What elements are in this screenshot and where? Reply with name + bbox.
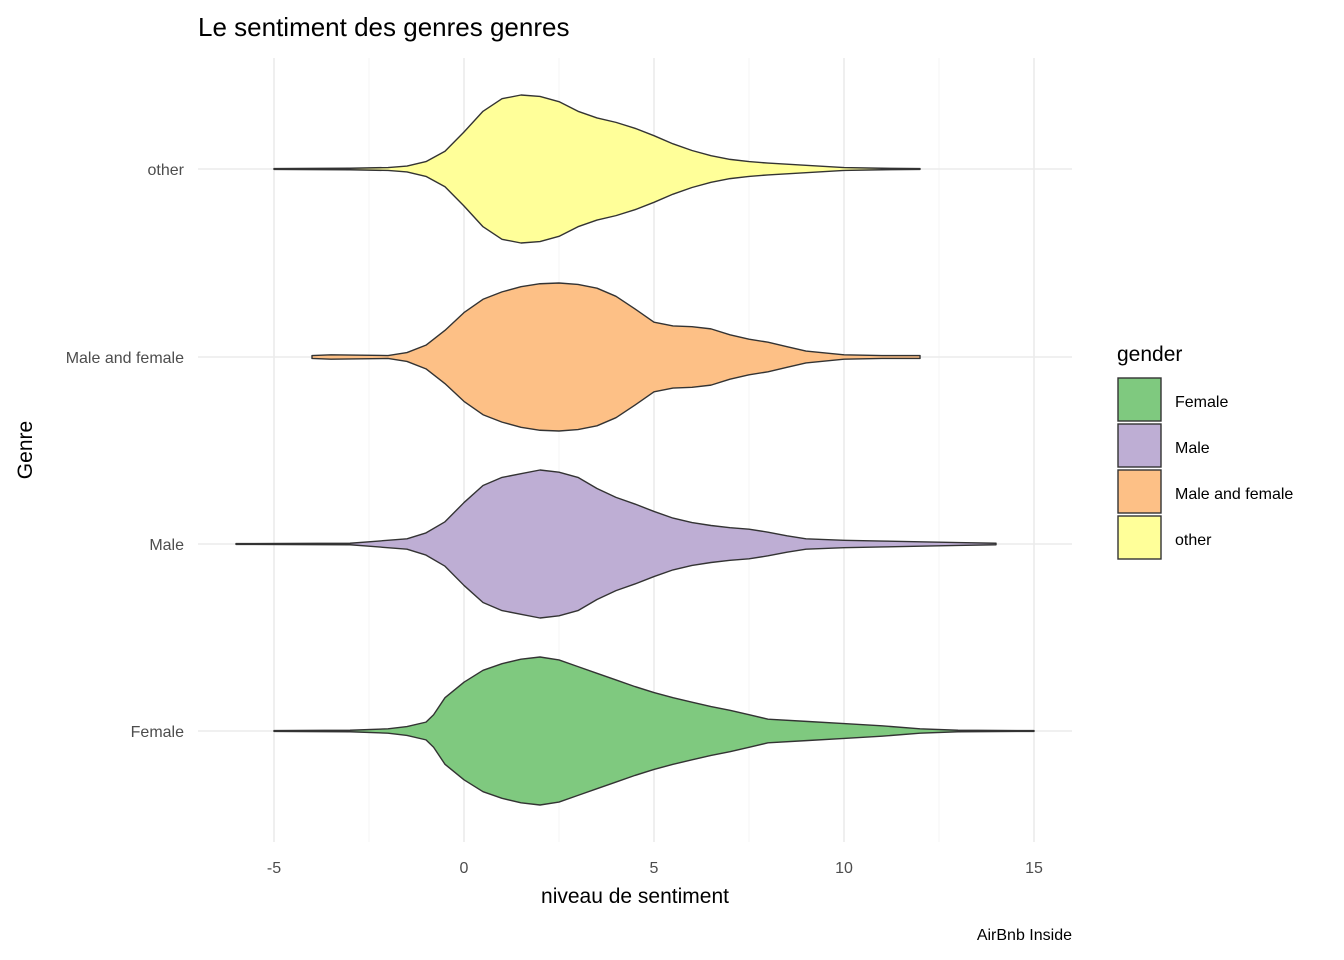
violin-male-and-female: [311, 282, 921, 432]
violins: [235, 94, 1035, 806]
chart-caption: AirBnb Inside: [977, 927, 1072, 944]
legend-label: other: [1175, 532, 1212, 549]
legend-swatch: [1117, 469, 1162, 514]
y-tick-label: Female: [131, 724, 184, 741]
chart-title: Le sentiment des genres genres: [198, 12, 569, 42]
x-axis-ticks: -5 0 5 10 15: [267, 860, 1043, 877]
x-axis-title: niveau de sentiment: [541, 885, 729, 908]
violin-female: [273, 656, 1035, 806]
violin-male: [235, 469, 997, 619]
y-tick-label: other: [148, 162, 185, 179]
legend-swatch: [1117, 377, 1162, 422]
legend-swatch: [1117, 515, 1162, 560]
x-tick-label: -5: [267, 860, 281, 877]
legend-label: Male and female: [1175, 486, 1293, 503]
legend: gender Female Male Male and female other: [1117, 343, 1293, 560]
legend-label: Male: [1175, 440, 1210, 457]
x-tick-label: 0: [460, 860, 469, 877]
legend-title: gender: [1117, 343, 1182, 366]
y-tick-label: Male: [149, 537, 184, 554]
x-tick-label: 10: [835, 860, 853, 877]
legend-swatch: [1117, 423, 1162, 468]
y-axis-title: Genre: [14, 421, 37, 479]
x-tick-label: 15: [1025, 860, 1043, 877]
y-axis-ticks: Female Male Male and female other: [66, 162, 185, 741]
y-tick-label: Male and female: [66, 350, 184, 367]
x-tick-label: 5: [650, 860, 659, 877]
legend-label: Female: [1175, 394, 1228, 411]
violin-other: [273, 94, 921, 244]
